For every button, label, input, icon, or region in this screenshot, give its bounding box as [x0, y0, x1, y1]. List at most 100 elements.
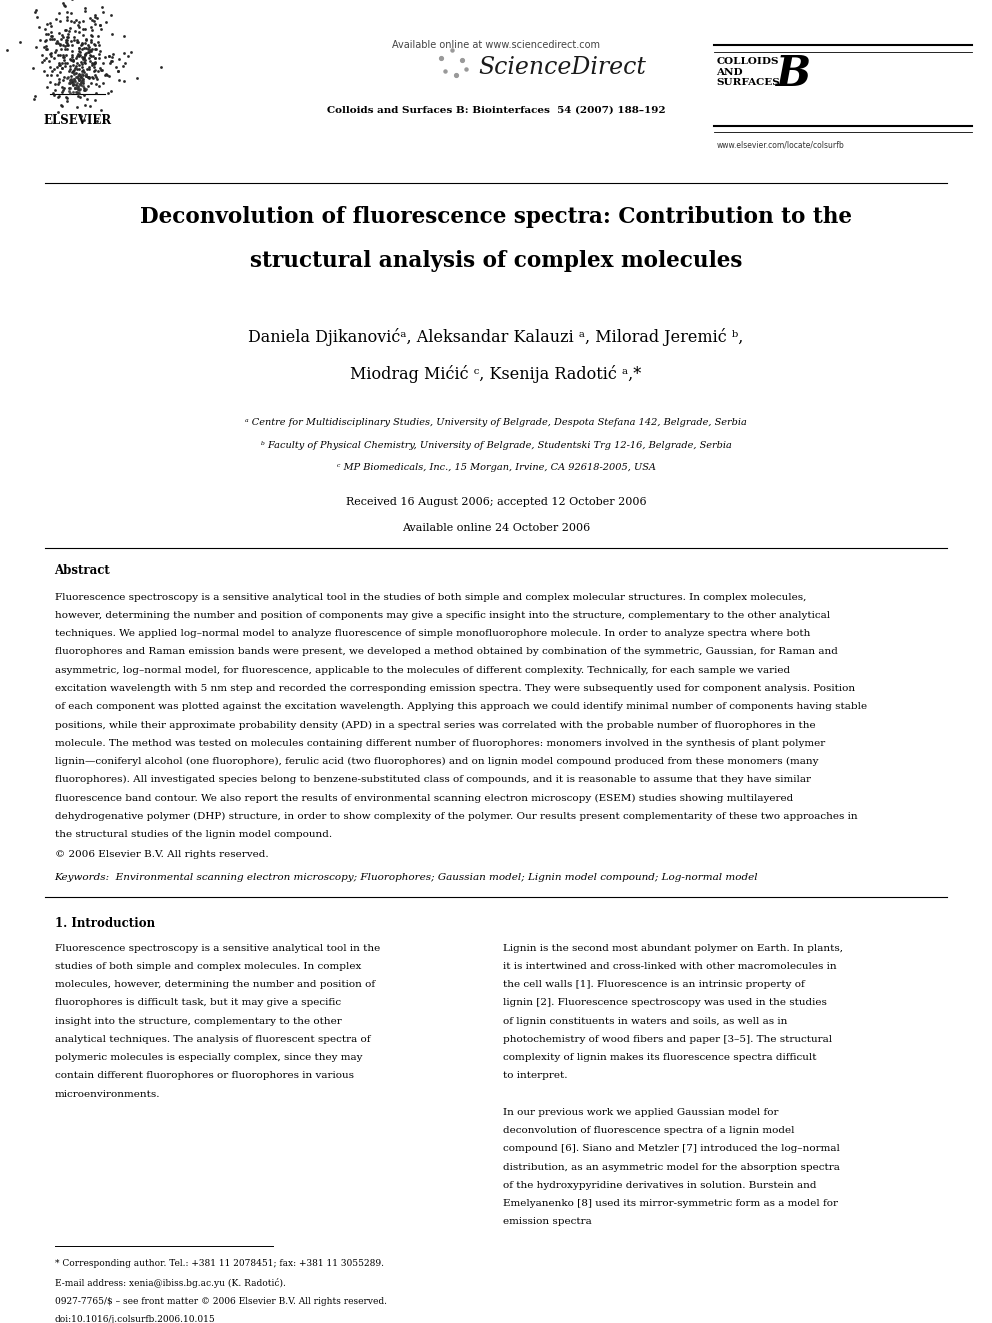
Point	[59, 7, 74, 28]
Point	[62, 82, 78, 103]
Point	[62, 20, 77, 41]
Point	[117, 52, 133, 73]
Point	[74, 56, 90, 77]
Point	[71, 64, 87, 85]
Text: to interpret.: to interpret.	[503, 1072, 568, 1081]
Point	[69, 44, 85, 65]
Point	[60, 32, 75, 53]
Point	[12, 30, 28, 52]
Point	[50, 44, 65, 65]
Point	[62, 17, 78, 38]
Point	[53, 95, 68, 116]
Point	[88, 38, 104, 60]
Point	[103, 50, 119, 71]
Point	[64, 74, 80, 95]
Text: Fluorescence spectroscopy is a sensitive analytical tool in the studies of both : Fluorescence spectroscopy is a sensitive…	[55, 593, 806, 602]
Point	[46, 48, 62, 69]
Text: insight into the structure, complementary to the other: insight into the structure, complementar…	[55, 1016, 341, 1025]
Point	[72, 78, 88, 99]
Point	[78, 37, 94, 58]
Point	[60, 87, 75, 108]
Point	[69, 29, 85, 50]
Point	[60, 53, 75, 74]
Point	[78, 64, 94, 85]
Point	[87, 48, 103, 69]
Point	[52, 34, 67, 56]
Point	[61, 24, 76, 45]
Point	[71, 65, 87, 86]
Point	[68, 45, 84, 66]
Text: distribution, as an asymmetric model for the absorption spectra: distribution, as an asymmetric model for…	[503, 1163, 840, 1172]
Point	[76, 110, 92, 131]
Point	[54, 82, 69, 103]
Point	[64, 82, 80, 103]
Point	[83, 29, 99, 50]
Point	[54, 57, 69, 78]
Text: ScienceDirect: ScienceDirect	[478, 56, 646, 79]
Point	[92, 40, 108, 61]
Text: Daniela Djikanovićᵃ, Aleksandar Kalauzi ᵃ, Milorad Jeremić ᵇ,: Daniela Djikanovićᵃ, Aleksandar Kalauzi …	[248, 328, 744, 347]
Point	[71, 69, 87, 90]
Point	[90, 34, 106, 56]
Point	[79, 41, 95, 62]
Point	[98, 64, 114, 85]
Point	[77, 42, 93, 64]
Point	[80, 48, 96, 69]
Point	[56, 70, 71, 91]
Point	[70, 83, 86, 105]
Point	[76, 44, 92, 65]
Point	[52, 3, 67, 24]
Point	[154, 57, 170, 78]
Point	[71, 82, 87, 103]
Point	[129, 67, 145, 89]
Point	[52, 54, 67, 75]
Point	[59, 29, 74, 50]
Point	[90, 60, 106, 81]
Point	[44, 45, 60, 66]
Point	[74, 71, 90, 93]
Point	[69, 85, 85, 106]
Point	[116, 25, 132, 46]
Point	[123, 41, 139, 62]
Point	[65, 73, 81, 94]
Point	[62, 61, 77, 82]
Point	[83, 26, 99, 48]
Text: molecule. The method was tested on molecules containing different number of fluo: molecule. The method was tested on molec…	[55, 738, 824, 747]
Point	[69, 0, 85, 7]
Point	[50, 101, 65, 122]
Point	[48, 79, 63, 101]
Point	[74, 46, 90, 67]
Point	[67, 56, 83, 77]
Point	[78, 29, 94, 50]
Point	[27, 86, 43, 107]
Point	[75, 62, 91, 83]
Text: emission spectra: emission spectra	[503, 1217, 592, 1226]
Point	[83, 24, 99, 45]
Point	[77, 65, 93, 86]
Point	[71, 37, 87, 58]
Point	[91, 44, 107, 65]
Point	[55, 34, 70, 56]
Point	[77, 49, 93, 70]
Point	[65, 50, 81, 71]
Text: of lignin constituents in waters and soils, as well as in: of lignin constituents in waters and soi…	[503, 1016, 788, 1025]
Point	[73, 105, 89, 126]
Point	[48, 41, 63, 62]
Point	[50, 30, 65, 52]
Point	[64, 54, 80, 75]
Point	[74, 75, 90, 97]
Point	[63, 40, 79, 61]
Point	[108, 57, 124, 78]
Point	[69, 15, 85, 36]
Point	[120, 46, 136, 67]
Point	[101, 45, 117, 66]
Point	[64, 70, 80, 91]
Point	[71, 17, 87, 38]
Text: Miodrag Mićić ᶜ, Ksenija Radotić ᵃ,*: Miodrag Mićić ᶜ, Ksenija Radotić ᵃ,*	[350, 365, 642, 384]
Point	[77, 65, 93, 86]
Point	[76, 46, 92, 67]
Point	[80, 57, 96, 78]
Point	[74, 33, 90, 54]
Point	[62, 69, 78, 90]
Point	[63, 0, 79, 9]
